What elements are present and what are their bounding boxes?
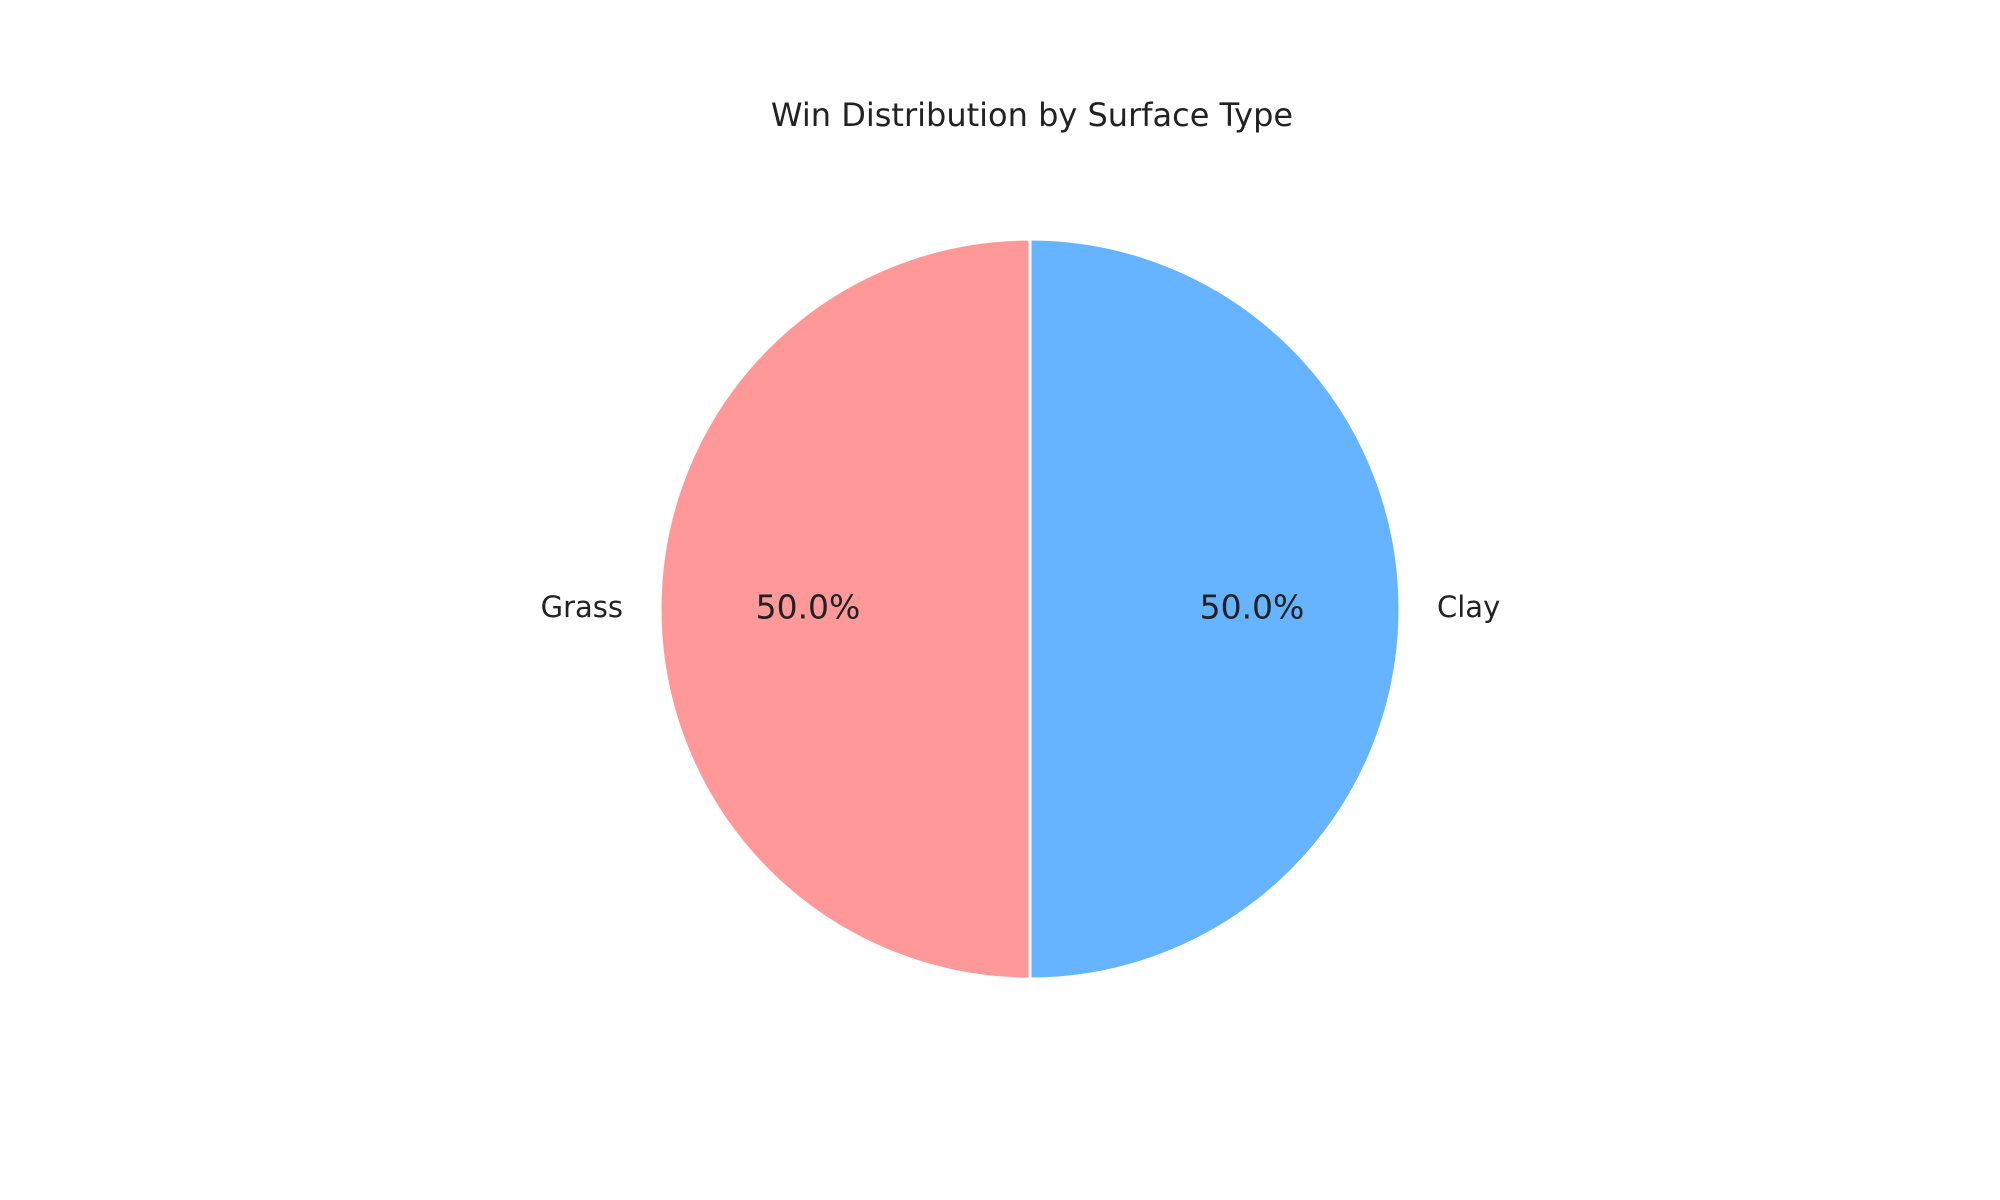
slice-label-clay: Clay <box>1437 590 1500 624</box>
pie-labels: Clay 50.0% Grass 50.0% <box>541 588 1501 627</box>
pie-slice-clay <box>1028 237 1402 981</box>
pie-slices <box>658 237 1402 981</box>
slice-label-grass: Grass <box>541 590 623 624</box>
percent-label-clay: 50.0% <box>1200 588 1305 627</box>
percent-label-grass: 50.0% <box>756 588 861 627</box>
pie-slice-grass <box>658 237 1032 981</box>
chart-title: Win Distribution by Surface Type <box>771 96 1293 134</box>
